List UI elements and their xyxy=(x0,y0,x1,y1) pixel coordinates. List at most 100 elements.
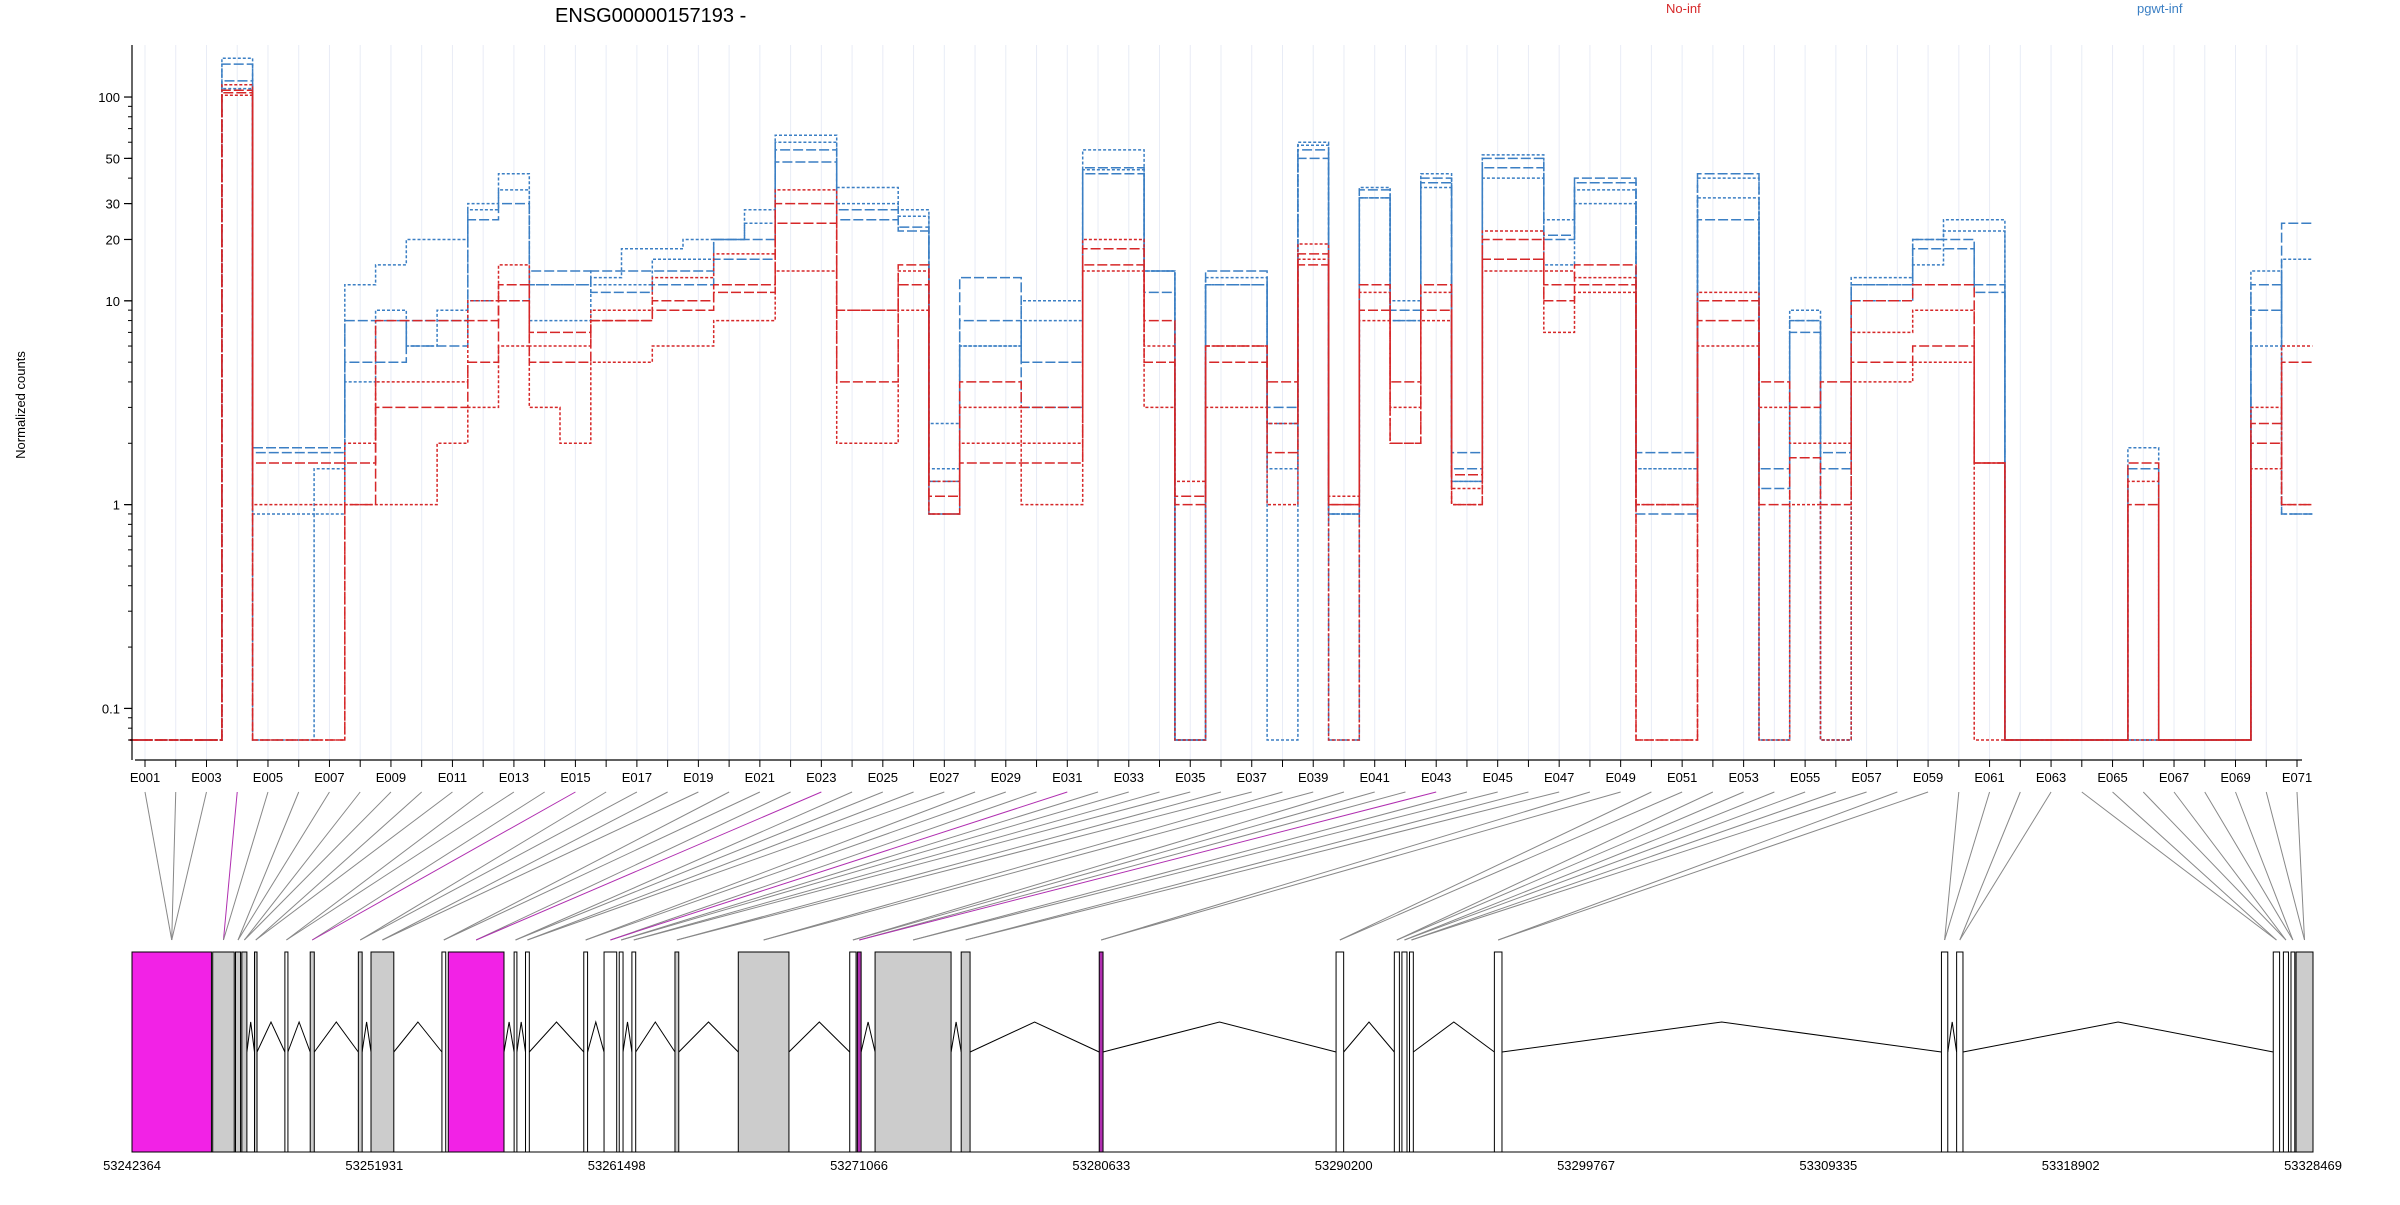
exon-connector-line xyxy=(311,791,576,941)
exon-connector-line xyxy=(475,791,822,941)
exon-connector-line xyxy=(610,791,1037,941)
exon-box xyxy=(603,951,618,1153)
exon-connector-line xyxy=(1411,791,1867,941)
intron-line xyxy=(361,1021,372,1053)
exon-box xyxy=(370,951,395,1153)
x-tick-label: E027 xyxy=(929,770,959,785)
genomic-tick-label: 53328469 xyxy=(2284,1158,2342,1173)
exon-connector-line xyxy=(255,791,453,941)
x-tick-label: E067 xyxy=(2159,770,2189,785)
x-tick-label: E049 xyxy=(1605,770,1635,785)
genomic-tick-label: 53271066 xyxy=(830,1158,888,1173)
exon-box xyxy=(618,951,624,1153)
intron-line xyxy=(516,1021,526,1053)
exon-connector-line xyxy=(1404,791,1806,941)
exon-connector-line xyxy=(2081,791,2277,941)
intron-line xyxy=(1413,1021,1495,1053)
exon-connector-line xyxy=(2235,791,2294,941)
x-tick-label: E057 xyxy=(1851,770,1881,785)
exon-connector-line xyxy=(1411,791,1837,941)
x-tick-label: E015 xyxy=(560,770,590,785)
exon-box xyxy=(1098,951,1104,1153)
exon-connector-line xyxy=(965,791,1529,941)
exon-connector-line xyxy=(859,791,1437,941)
intron-line xyxy=(1947,1021,1958,1053)
exon-connector-line xyxy=(255,791,423,941)
exon-connector-line xyxy=(852,791,1375,941)
legend-label-no-inf: No-inf xyxy=(1666,1,1701,16)
exon-connector-line xyxy=(222,791,269,941)
intron-line xyxy=(1501,1021,1942,1053)
x-tick-label: E053 xyxy=(1728,770,1758,785)
exon-box xyxy=(309,951,315,1153)
exon-connector-line xyxy=(676,791,1252,941)
exon-connector-line xyxy=(965,791,1560,941)
x-tick-label: E009 xyxy=(376,770,406,785)
exon-box xyxy=(253,951,258,1153)
intron-line xyxy=(860,1021,876,1053)
exon-connector-line xyxy=(2112,791,2277,941)
exon-connector-line xyxy=(2296,791,2306,941)
intron-line xyxy=(393,1021,443,1053)
genomic-tick-label: 53318902 xyxy=(2042,1158,2100,1173)
series-layer xyxy=(129,57,2313,741)
intron-line xyxy=(287,1020,311,1053)
exon-connector-line xyxy=(1944,791,1991,941)
axis-layer: 0.1 1 10 20 30 50 100 E001 E003 E005 E007 E009 E011 E… xyxy=(98,45,2312,785)
y-tick-label: 0.1 xyxy=(102,701,120,716)
exon-connector-line xyxy=(237,791,300,941)
exon-connector-line xyxy=(527,791,914,941)
exon-connector-line xyxy=(286,791,484,941)
intron-line xyxy=(788,1021,851,1053)
y-tick-label: 100 xyxy=(98,90,120,105)
exon-connector-line xyxy=(1396,791,1744,941)
exon-connector-line xyxy=(515,791,884,941)
exon-box xyxy=(1409,951,1414,1153)
x-tick-label: E021 xyxy=(745,770,775,785)
exon-connector-line xyxy=(1404,791,1775,941)
x-tick-label: E043 xyxy=(1421,770,1451,785)
exon-connector-line xyxy=(859,791,1406,941)
exon-connector-line xyxy=(1944,791,1960,941)
exon-connector-line xyxy=(585,791,1006,941)
series-line-pgwt-inf-2 xyxy=(129,80,2313,741)
exon-box xyxy=(960,951,971,1153)
exon-connector-line xyxy=(2173,791,2287,941)
exon-connector-line xyxy=(852,791,1345,941)
x-tick-label: E019 xyxy=(683,770,713,785)
exon-box xyxy=(1335,951,1345,1153)
x-tick-label: E025 xyxy=(868,770,898,785)
intron-line xyxy=(1102,1021,1337,1053)
x-tick-label: E023 xyxy=(806,770,836,785)
intron-line xyxy=(950,1021,962,1053)
chart-title: ENSG00000157193 - xyxy=(555,5,746,27)
x-tick-label: E041 xyxy=(1360,770,1390,785)
intron-line xyxy=(587,1020,605,1053)
genomic-tick-label: 53261498 xyxy=(588,1158,646,1173)
intron-line xyxy=(313,1021,359,1053)
x-tick-label: E029 xyxy=(991,770,1021,785)
exon-connector-line xyxy=(2265,791,2306,941)
exon-box xyxy=(2272,951,2281,1153)
exon-box xyxy=(241,951,248,1153)
exon-connector-line xyxy=(2204,791,2294,941)
exon-connector-line xyxy=(222,791,238,941)
x-tick-label: E055 xyxy=(1790,770,1820,785)
exon-connector-line xyxy=(1100,791,1591,941)
intron-line xyxy=(246,1021,255,1053)
exon-connector-line xyxy=(763,791,1314,941)
genomic-tick-label: 53280633 xyxy=(1072,1158,1130,1173)
exon-connector-line xyxy=(1339,791,1652,941)
exon-connector-line xyxy=(286,791,515,941)
exon-box xyxy=(234,951,242,1153)
intron-line xyxy=(256,1020,286,1053)
exon-box xyxy=(441,951,447,1153)
intron-line xyxy=(528,1021,585,1053)
exon-connector-line xyxy=(243,791,361,941)
exon-connector-line xyxy=(610,791,1068,941)
y-tick-label: 30 xyxy=(106,197,120,212)
exon-box xyxy=(1401,951,1408,1153)
exon-connector-line xyxy=(1959,791,2052,941)
